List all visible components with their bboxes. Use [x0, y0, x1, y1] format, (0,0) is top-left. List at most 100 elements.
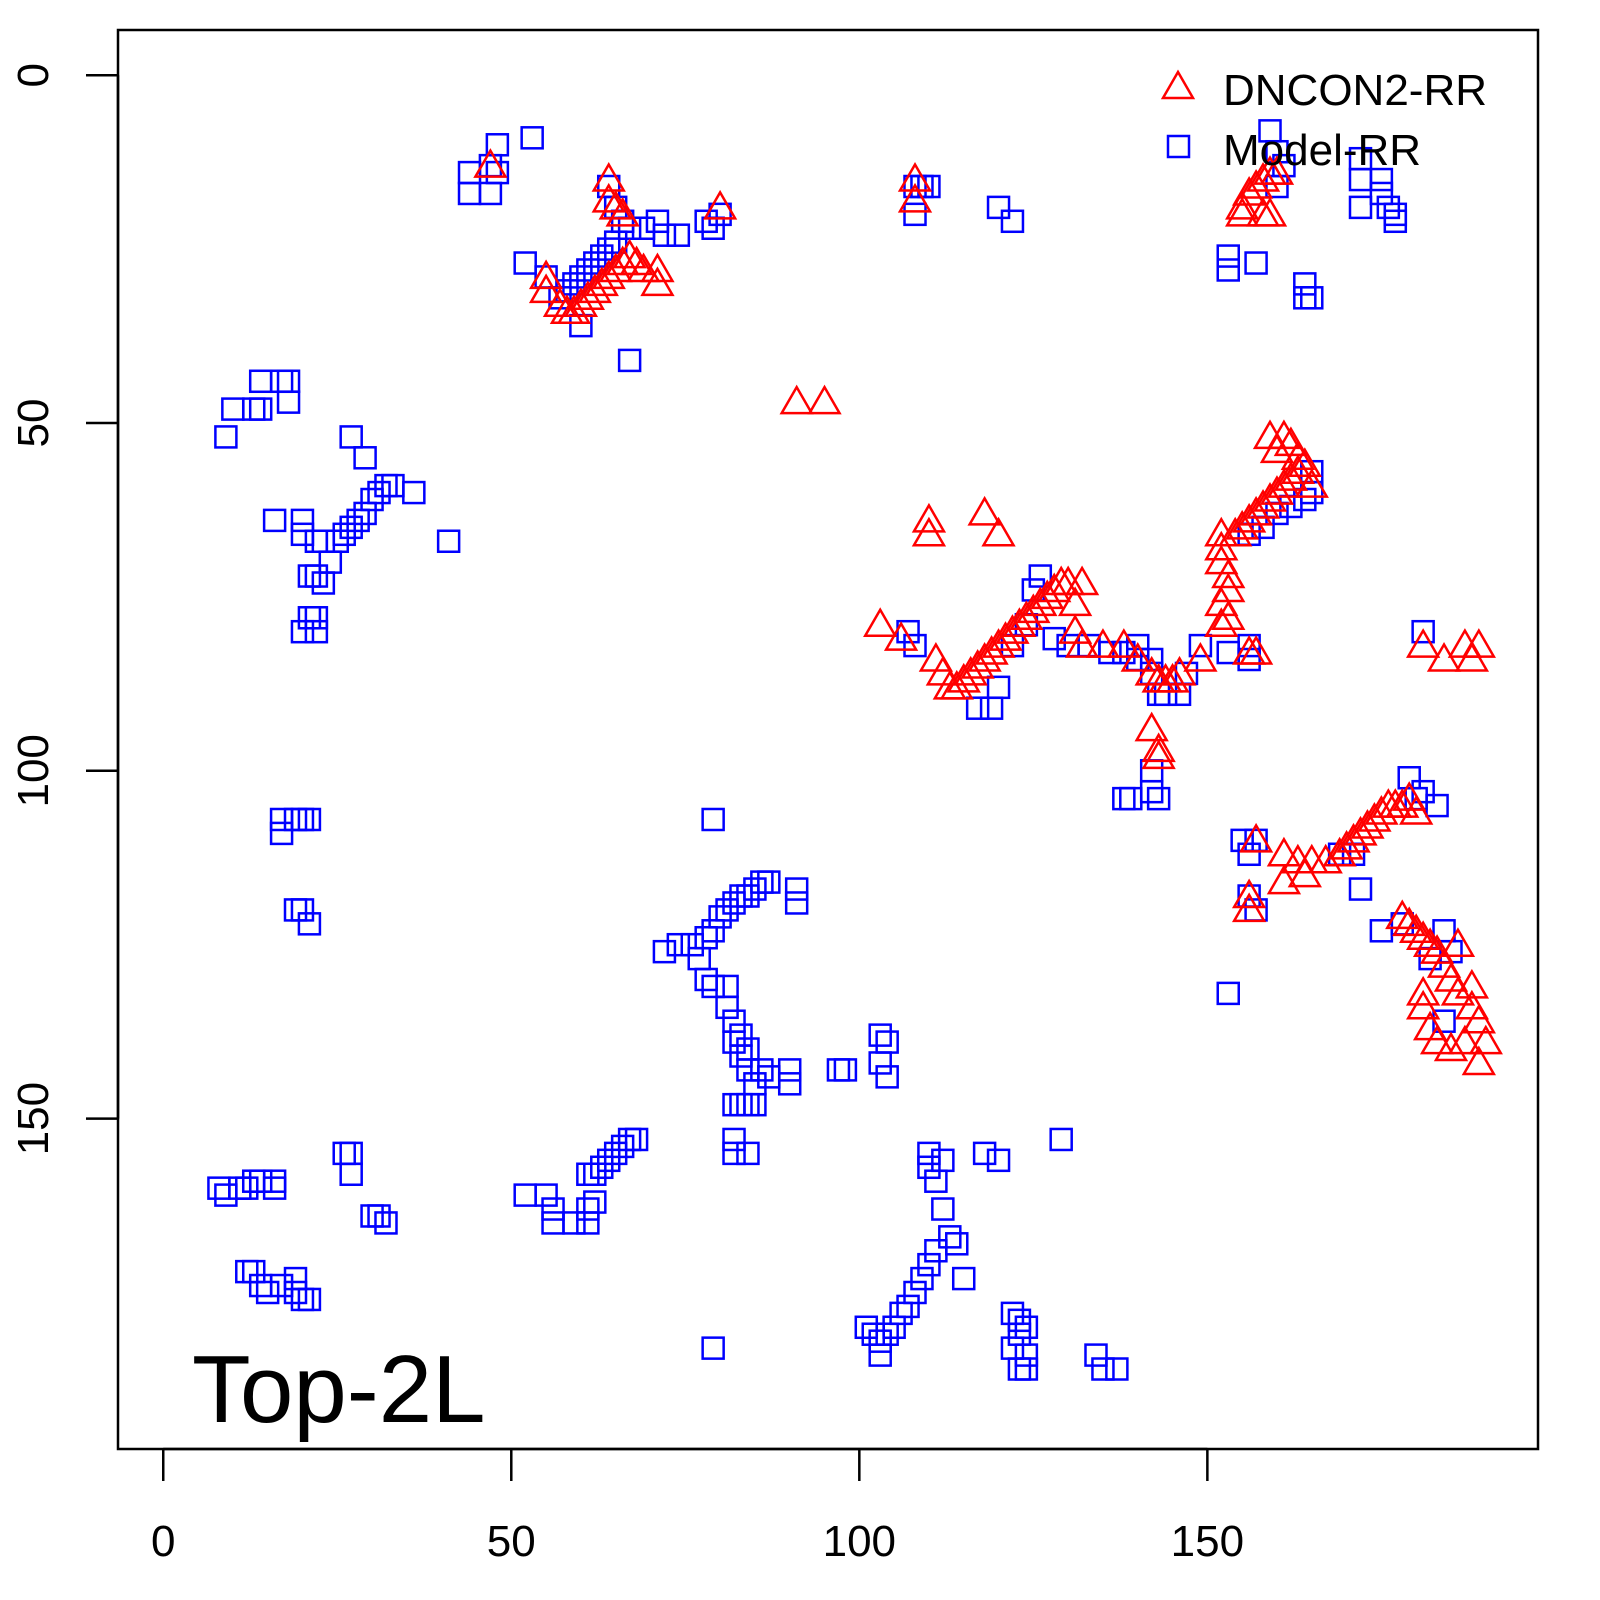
model-rr-point: [736, 1141, 760, 1166]
y-tick-label: 100: [9, 734, 58, 807]
model-rr-point: [1369, 167, 1394, 192]
model-rr-point: [1411, 619, 1435, 644]
model-rr-point: [708, 905, 732, 929]
dncon2-rr-point: [1037, 572, 1072, 603]
model-rr-point: [1216, 981, 1240, 1006]
model-rr-point: [924, 1169, 948, 1193]
model-rr-point: [701, 807, 725, 832]
model-rr-point: [722, 891, 746, 915]
model-rr-point: [235, 1176, 259, 1200]
dncon2-rr-point: [1204, 607, 1239, 637]
model-rr-point: [339, 1141, 363, 1166]
dncon2-rr-point: [1433, 1031, 1469, 1062]
model-rr-point: [861, 1322, 885, 1346]
dncon2-rr-point: [1211, 600, 1246, 631]
dncon2-rr-point: [640, 252, 675, 283]
model-rr-point: [290, 522, 315, 547]
dncon2-rr-point: [1454, 968, 1490, 999]
y-axis: 0 50 100 150: [9, 63, 120, 1155]
model-rr-point: [1244, 251, 1268, 275]
model-rr-point: [889, 1301, 913, 1326]
model-rr-point: [576, 1197, 600, 1221]
model-rr-point: [757, 870, 781, 894]
model-rr-point: [228, 1176, 252, 1200]
model-rr-point: [1000, 209, 1025, 234]
model-rr-point: [569, 313, 593, 338]
model-rr-point: [875, 1065, 899, 1089]
y-tick-label: 50: [9, 399, 58, 448]
model-rr-point: [248, 397, 273, 421]
model-rr-point: [951, 1266, 976, 1291]
data-marks: [207, 119, 1503, 1381]
dncon2-rr-point: [605, 196, 640, 227]
model-rr-point: [290, 1287, 315, 1312]
model-rr-point: [248, 369, 273, 394]
model-rr-point: [346, 508, 370, 533]
model-rr-point: [381, 473, 405, 498]
dncon2-rr-point: [1364, 795, 1399, 825]
model-rr-point: [207, 1176, 231, 1200]
model-rr-point: [485, 160, 510, 185]
model-rr-point: [1007, 1357, 1032, 1381]
model-rr-point: [596, 1148, 621, 1173]
model-rr-point: [297, 912, 322, 936]
model-rr-point: [541, 1211, 565, 1235]
dncon2-rr-point: [528, 273, 564, 304]
model-rr-point: [1091, 1357, 1115, 1381]
model-rr-point: [1383, 202, 1408, 227]
model-rr-point: [1216, 258, 1240, 282]
model-rr-point: [255, 1280, 280, 1305]
model-rr-point: [541, 1197, 565, 1221]
model-rr-point: [1418, 946, 1442, 971]
model-rr-point: [304, 619, 329, 644]
dncon2-rr-point: [1064, 628, 1100, 658]
model-rr-point: [1146, 682, 1171, 707]
model-rr-point: [360, 1204, 384, 1228]
model-rr-point: [1105, 1357, 1129, 1381]
dncon2-rr-point: [1412, 927, 1448, 957]
model-rr-point: [1293, 286, 1317, 310]
model-rr-point: [868, 1051, 892, 1075]
model-rr-point: [221, 397, 245, 421]
legend-label-model: Model-RR: [1223, 126, 1421, 175]
model-rr-point: [583, 1162, 607, 1186]
model-rr-point: [214, 1183, 238, 1207]
model-rr-point: [666, 932, 691, 957]
model-rr-point: [1007, 1308, 1032, 1333]
model-rr-point: [290, 508, 315, 533]
model-rr-point: [917, 1155, 941, 1180]
model-rr-point: [910, 1266, 934, 1291]
dncon2-rr-point: [1461, 1045, 1496, 1076]
dncon2-rr-point: [473, 148, 508, 178]
dncon2-rr-point: [702, 189, 738, 220]
model-rr-point: [290, 807, 315, 832]
model-rr-point: [715, 995, 739, 1020]
model-rr-point: [367, 1204, 391, 1228]
model-rr-point: [694, 925, 718, 950]
model-rr-point: [311, 529, 336, 554]
model-rr-point: [235, 1259, 259, 1284]
model-rr-point: [241, 1169, 266, 1193]
model-rr-point: [269, 807, 294, 832]
model-rr-point: [339, 1162, 363, 1186]
model-rr-point: [485, 133, 510, 157]
dncon2-rr-point: [1266, 864, 1302, 895]
model-rr-point: [290, 619, 315, 644]
model-rr-point: [520, 126, 544, 150]
model-rr-point: [743, 1092, 767, 1117]
model-rr-point: [736, 1058, 760, 1082]
dncon2-rr-point: [1225, 196, 1260, 227]
model-rr-point: [979, 696, 1004, 720]
model-rr-point: [1369, 181, 1394, 206]
model-rr-point: [896, 1294, 920, 1319]
dncon2-rr-point: [1405, 975, 1441, 1006]
model-rr-point: [945, 1232, 969, 1256]
dncon2-rr-point: [1134, 655, 1169, 686]
model-rr-point: [402, 480, 426, 505]
model-rr-point: [283, 898, 308, 922]
dncon2-rr-point: [1211, 558, 1246, 589]
model-rr-point: [513, 251, 537, 275]
dncon2-rr-point: [1238, 822, 1274, 853]
dncon2-rr-point: [1231, 892, 1267, 923]
